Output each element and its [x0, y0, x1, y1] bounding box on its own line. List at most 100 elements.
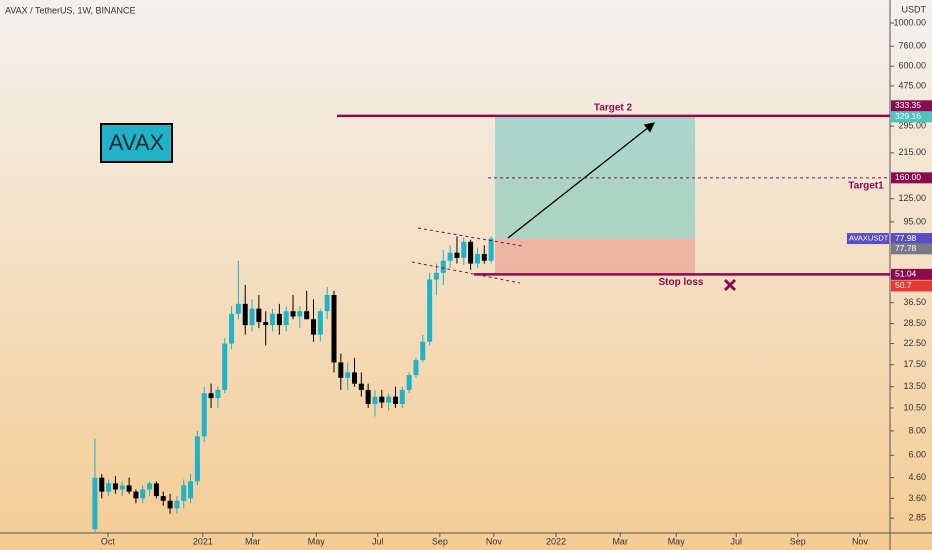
- candle-body: [474, 253, 480, 264]
- candle-body: [338, 362, 344, 378]
- candle-body: [229, 313, 235, 344]
- candle-body: [372, 396, 378, 405]
- candle-body: [242, 303, 248, 326]
- candle-body: [215, 389, 221, 399]
- x-tick-label: Mar: [245, 536, 261, 546]
- y-tick-label: 760.00: [898, 41, 926, 51]
- price-label-box: [891, 100, 932, 112]
- candle-body: [188, 481, 194, 499]
- candle-body: [160, 496, 166, 501]
- channel-line: [411, 261, 521, 284]
- y-tick-label: 4.60: [908, 472, 926, 482]
- x-tick-label: 2022: [546, 536, 566, 546]
- price-label-box: [891, 233, 932, 245]
- candle-body: [181, 485, 187, 501]
- candle-body: [283, 311, 289, 326]
- symbol-label: AVAXUSDT: [849, 234, 889, 243]
- x-tick-label: Mar: [612, 536, 628, 546]
- y-tick-label: 215.00: [898, 147, 926, 157]
- chart-title: AVAX / TetherUS, 1W, BINANCE: [5, 5, 136, 15]
- price-label: 51.04: [895, 269, 917, 279]
- y-tick-label: 6.00: [908, 450, 926, 460]
- candle-body: [235, 303, 241, 314]
- y-tick-label: 28.50: [903, 318, 926, 328]
- candle-body: [481, 253, 487, 261]
- candle-body: [413, 360, 419, 376]
- candle-body: [153, 483, 159, 497]
- x-tick-label: Jul: [372, 536, 384, 546]
- y-tick-label: 95.00: [903, 216, 926, 226]
- loss-zone: [495, 238, 695, 275]
- price-label: 333.35: [895, 100, 921, 110]
- x-tick-label: Sep: [790, 536, 806, 546]
- candle-body: [270, 313, 276, 326]
- y-tick-label: 295.00: [898, 121, 926, 131]
- candle-body: [317, 311, 323, 335]
- candle-body: [488, 238, 494, 261]
- price-label: 50.7: [895, 280, 912, 290]
- y-tick-label: 22.50: [903, 338, 926, 348]
- candle-body: [351, 372, 357, 384]
- y-tick-label: 17.50: [903, 359, 926, 369]
- candle-body: [468, 241, 474, 264]
- candle-body: [106, 483, 112, 492]
- candle-body: [386, 396, 392, 403]
- cross-mark: [723, 278, 737, 292]
- candle-body: [454, 252, 460, 258]
- x-tick-label: Nov: [852, 536, 869, 546]
- candle-body: [112, 483, 118, 490]
- y-tick-label: 2.85: [908, 513, 926, 523]
- candle-body: [311, 319, 317, 335]
- candle-body: [119, 485, 125, 490]
- price-label-box: [891, 268, 932, 280]
- candle-body: [92, 477, 98, 530]
- y-tick-label: 3.60: [908, 493, 926, 503]
- candle-body: [194, 436, 200, 482]
- candle-body: [420, 341, 426, 361]
- axes: 1000.00 760.00 600.00 475.00 295.00 215.00 125…: [101, 17, 926, 546]
- badge-box: [100, 123, 173, 163]
- price-label: 160.00: [895, 172, 921, 182]
- candle-body: [379, 396, 385, 403]
- candle-body: [365, 389, 371, 405]
- candle-body: [358, 383, 364, 390]
- price-label: 329.16: [895, 111, 921, 121]
- candle-body: [440, 260, 446, 273]
- badge: AVAX: [109, 130, 165, 155]
- plot: [92, 116, 695, 533]
- y-tick-label: 36.50: [903, 297, 926, 307]
- candle-body: [222, 343, 228, 390]
- candle-body: [140, 489, 146, 499]
- price-label: 77.98: [895, 233, 917, 243]
- price-label: 77.78: [895, 243, 917, 253]
- y-tick-label: 600.00: [898, 61, 926, 71]
- candle-body: [427, 279, 433, 342]
- candle-body: [126, 485, 132, 492]
- candle-body: [99, 477, 105, 492]
- candle-body: [249, 308, 255, 326]
- candle-body: [256, 308, 262, 323]
- candle-body: [174, 500, 180, 509]
- candle-body: [290, 311, 296, 317]
- candle-body: [297, 311, 303, 317]
- level-label: Target 2: [594, 102, 633, 113]
- candle-body: [392, 396, 398, 405]
- candle-body: [331, 294, 337, 363]
- candle-body: [447, 252, 453, 261]
- candle-body: [433, 272, 439, 280]
- candle-body: [167, 500, 173, 509]
- y-unit: USDT: [902, 4, 927, 14]
- y-tick-label: 1000.00: [893, 17, 926, 27]
- price-label-box: [891, 280, 932, 292]
- x-tick-label: Jul: [731, 536, 743, 546]
- y-tick-label: 125.00: [898, 193, 926, 203]
- symbol-box: [847, 233, 889, 245]
- x-tick-label: Oct: [101, 536, 116, 546]
- candle-body: [208, 393, 214, 399]
- x-tick-label: 2021: [193, 536, 213, 546]
- arrow: [507, 122, 656, 239]
- y-tick-label: 13.50: [903, 381, 926, 391]
- candle-body: [147, 483, 153, 490]
- profit-zone: [495, 116, 695, 239]
